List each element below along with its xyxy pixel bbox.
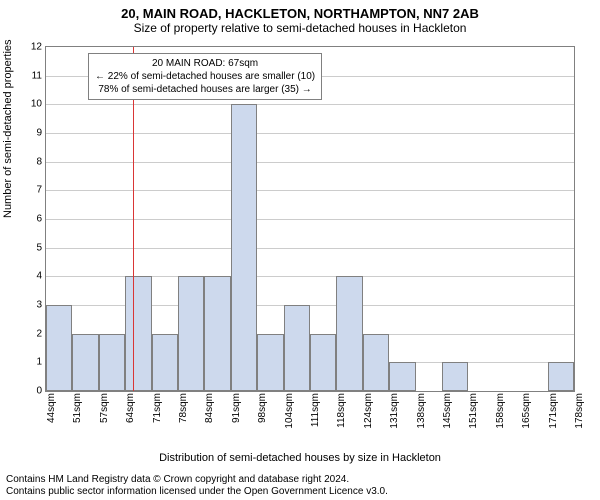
x-tick-label: 78sqm xyxy=(178,393,189,423)
x-tick-label: 57sqm xyxy=(99,393,110,423)
gridline xyxy=(46,190,574,191)
x-tick-label: 111sqm xyxy=(310,393,321,427)
footer-line-1: Contains HM Land Registry data © Crown c… xyxy=(6,474,388,486)
y-tick-label: 3 xyxy=(36,300,42,311)
histogram-bar xyxy=(284,305,310,391)
annotation-box: 20 MAIN ROAD: 67sqm← 22% of semi-detache… xyxy=(88,53,322,100)
histogram-bar xyxy=(389,362,415,391)
histogram-bar xyxy=(336,276,362,391)
x-tick-label: 118sqm xyxy=(336,393,347,428)
x-tick-label: 151sqm xyxy=(468,393,479,429)
y-tick-label: 1 xyxy=(36,357,42,368)
y-tick-label: 12 xyxy=(31,42,42,53)
y-tick-label: 10 xyxy=(31,99,42,110)
gridline xyxy=(46,219,574,220)
y-axis-label: Number of semi-detached properties xyxy=(2,39,14,218)
histogram-bar xyxy=(204,276,230,391)
x-tick-label: 171sqm xyxy=(548,393,559,429)
histogram-bar xyxy=(152,334,178,391)
attribution-footer: Contains HM Land Registry data © Crown c… xyxy=(6,474,388,498)
x-tick-label: 104sqm xyxy=(284,393,295,429)
histogram-bar xyxy=(548,362,574,391)
gridline xyxy=(46,162,574,163)
histogram-bar xyxy=(125,276,151,391)
x-tick-label: 165sqm xyxy=(521,393,532,429)
histogram-bar xyxy=(363,334,389,391)
histogram-bar xyxy=(257,334,283,391)
x-tick-label: 51sqm xyxy=(72,393,83,423)
histogram-bar xyxy=(46,305,72,391)
x-tick-label: 91sqm xyxy=(231,393,242,423)
annotation-line: 78% of semi-detached houses are larger (… xyxy=(95,83,315,96)
histogram-bar xyxy=(72,334,98,391)
x-tick-label: 64sqm xyxy=(125,393,136,423)
histogram-bar xyxy=(310,334,336,391)
x-tick-label: 98sqm xyxy=(257,393,268,423)
footer-line-2: Contains public sector information licen… xyxy=(6,486,388,498)
annotation-line: 20 MAIN ROAD: 67sqm xyxy=(95,57,315,70)
y-tick-label: 4 xyxy=(36,271,42,282)
x-tick-label: 84sqm xyxy=(204,393,215,423)
gridline xyxy=(46,133,574,134)
y-tick-label: 8 xyxy=(36,156,42,167)
x-tick-label: 138sqm xyxy=(416,393,427,429)
histogram-bar xyxy=(99,334,125,391)
plot-area: 012345678910111244sqm51sqm57sqm64sqm71sq… xyxy=(45,46,575,392)
y-tick-label: 7 xyxy=(36,185,42,196)
y-tick-label: 6 xyxy=(36,214,42,225)
y-tick-label: 5 xyxy=(36,242,42,253)
histogram-bar xyxy=(442,362,468,391)
x-tick-label: 124sqm xyxy=(363,393,374,429)
x-tick-label: 178sqm xyxy=(574,393,585,429)
histogram-bar xyxy=(178,276,204,391)
x-tick-label: 158sqm xyxy=(495,393,506,429)
annotation-line: ← 22% of semi-detached houses are smalle… xyxy=(95,70,315,83)
x-tick-label: 71sqm xyxy=(152,393,163,423)
y-tick-label: 0 xyxy=(36,386,42,397)
y-tick-label: 9 xyxy=(36,128,42,139)
gridline xyxy=(46,248,574,249)
x-tick-label: 131sqm xyxy=(389,393,400,429)
y-tick-label: 11 xyxy=(32,70,42,81)
x-tick-label: 145sqm xyxy=(442,393,453,429)
x-tick-label: 44sqm xyxy=(46,393,57,423)
chart-title-sub: Size of property relative to semi-detach… xyxy=(0,21,600,35)
histogram-bar xyxy=(231,104,257,391)
y-tick-label: 2 xyxy=(36,328,42,339)
chart-title-main: 20, MAIN ROAD, HACKLETON, NORTHAMPTON, N… xyxy=(0,0,600,21)
gridline xyxy=(46,104,574,105)
x-axis-label: Distribution of semi-detached houses by … xyxy=(0,452,600,464)
